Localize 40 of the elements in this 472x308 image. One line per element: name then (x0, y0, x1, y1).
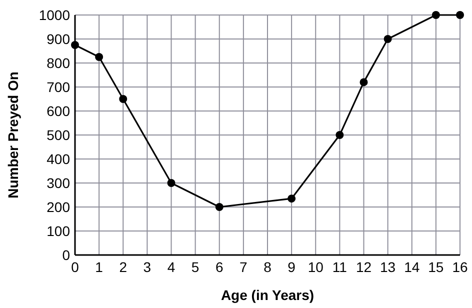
x-tick-label: 5 (191, 259, 200, 275)
x-tick-label: 13 (380, 259, 396, 275)
point (167, 179, 176, 187)
point (95, 53, 104, 61)
point (384, 35, 392, 43)
x-tick-label: 9 (288, 259, 296, 275)
x-tick-label: 3 (143, 259, 152, 275)
y-tick-label: 600 (46, 102, 70, 119)
point (71, 41, 79, 49)
y-axis-title: Number Preyed On (5, 72, 21, 198)
x-tick-label: 7 (240, 259, 248, 275)
y-tick-label: 800 (46, 54, 70, 71)
x-tick-label: 15 (428, 259, 444, 275)
y-tick-label: 500 (46, 126, 70, 143)
y-tick-label: 700 (46, 78, 70, 95)
x-tick-label: 11 (332, 259, 348, 275)
point (119, 95, 128, 103)
y-tick-label: 1000 (38, 6, 70, 23)
y-tick-label: 400 (46, 150, 70, 167)
y-tick-label: 900 (46, 30, 70, 47)
y-tick-label: 0 (62, 246, 70, 263)
x-tick-label: 6 (215, 259, 224, 275)
x-tick-label: 12 (356, 259, 372, 275)
x-tick-label: 4 (167, 259, 176, 275)
y-tick-label: 100 (46, 222, 70, 239)
point (336, 131, 344, 139)
y-tick-label: 200 (46, 198, 70, 215)
point (215, 203, 224, 211)
point (456, 11, 464, 19)
x-tick-label: 8 (264, 259, 272, 275)
x-tick-label: 1 (95, 259, 104, 275)
x-tick-label: 10 (308, 259, 324, 275)
point (360, 78, 368, 86)
point (288, 194, 296, 203)
point (432, 11, 440, 19)
x-tick-label: 14 (404, 259, 420, 275)
x-tick-label: 16 (452, 259, 468, 275)
y-tick-label: 300 (46, 174, 70, 191)
x-axis-title: Age (in Years) (220, 287, 314, 303)
x-tick-label: 2 (119, 259, 128, 275)
